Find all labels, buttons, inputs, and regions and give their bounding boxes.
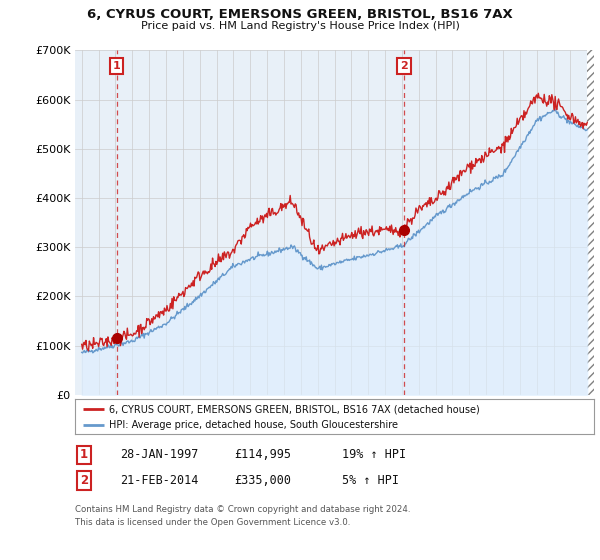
Text: 5% ↑ HPI: 5% ↑ HPI — [342, 474, 399, 487]
Text: 1: 1 — [80, 448, 88, 461]
Text: 1: 1 — [113, 60, 121, 71]
Text: 21-FEB-2014: 21-FEB-2014 — [120, 474, 199, 487]
Bar — [587, 50, 594, 395]
Text: £114,995: £114,995 — [234, 448, 291, 461]
Text: 2: 2 — [400, 60, 408, 71]
Text: HPI: Average price, detached house, South Gloucestershire: HPI: Average price, detached house, Sout… — [109, 421, 398, 430]
Text: 2: 2 — [80, 474, 88, 487]
Text: 19% ↑ HPI: 19% ↑ HPI — [342, 448, 406, 461]
Text: 6, CYRUS COURT, EMERSONS GREEN, BRISTOL, BS16 7AX (detached house): 6, CYRUS COURT, EMERSONS GREEN, BRISTOL,… — [109, 404, 479, 414]
Text: 6, CYRUS COURT, EMERSONS GREEN, BRISTOL, BS16 7AX: 6, CYRUS COURT, EMERSONS GREEN, BRISTOL,… — [87, 8, 513, 21]
Text: Contains HM Land Registry data © Crown copyright and database right 2024.: Contains HM Land Registry data © Crown c… — [75, 505, 410, 514]
Text: This data is licensed under the Open Government Licence v3.0.: This data is licensed under the Open Gov… — [75, 518, 350, 527]
Text: £335,000: £335,000 — [234, 474, 291, 487]
Text: Price paid vs. HM Land Registry's House Price Index (HPI): Price paid vs. HM Land Registry's House … — [140, 21, 460, 31]
Text: 28-JAN-1997: 28-JAN-1997 — [120, 448, 199, 461]
